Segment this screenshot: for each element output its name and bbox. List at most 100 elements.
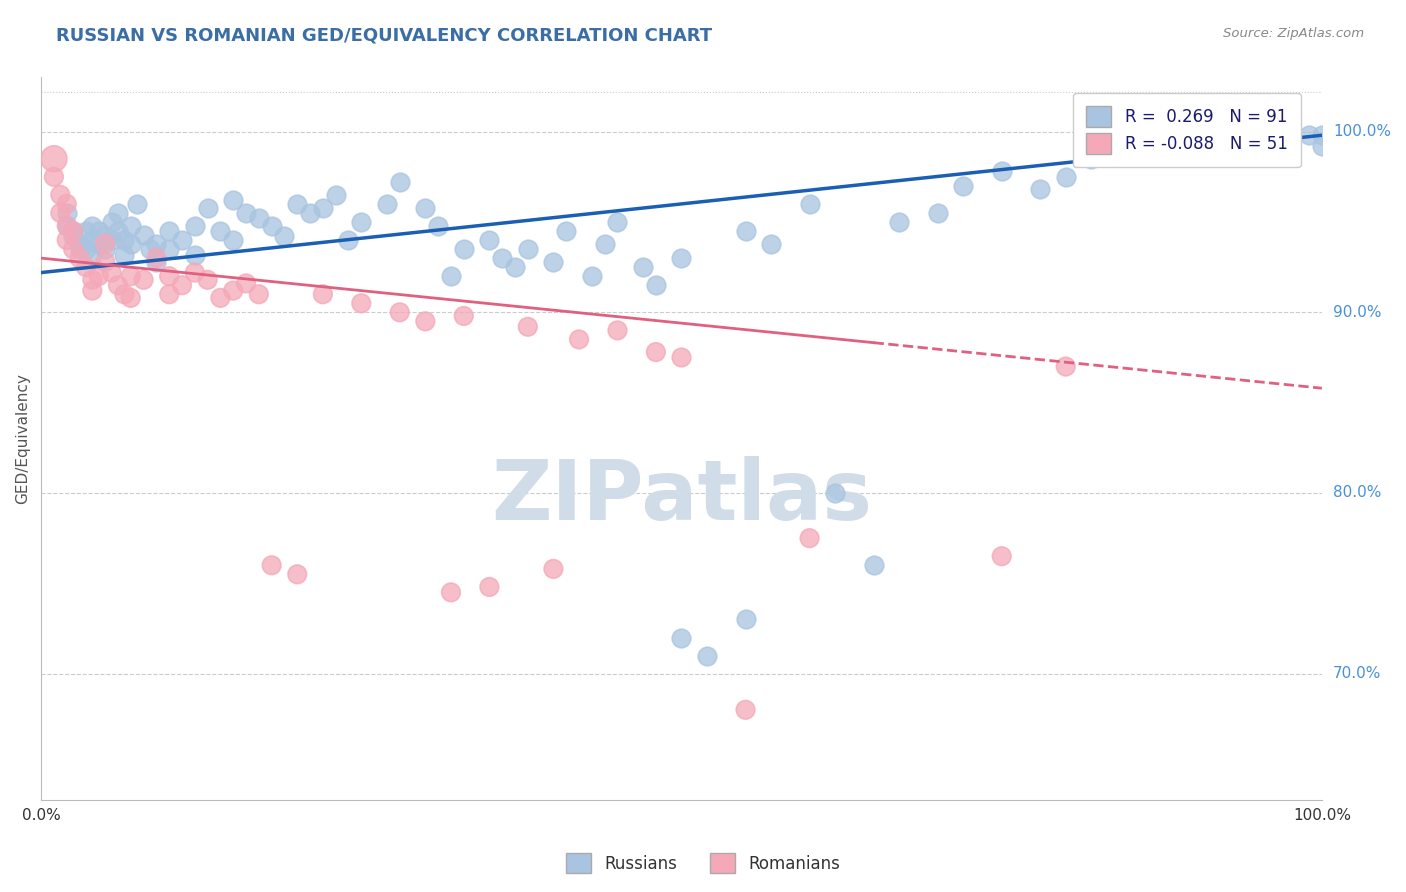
Point [87,236,110,251]
Point [581,269,603,284]
Point [696,648,718,663]
Point [799,197,821,211]
Point [388,305,411,319]
Point [75,260,97,274]
Text: 70.0%: 70.0% [1333,666,1381,681]
Text: Source: ZipAtlas.com: Source: ZipAtlas.com [1223,27,1364,40]
Point [49,206,72,220]
Point [671,251,693,265]
Point [862,558,884,573]
Point [145,236,167,251]
Point [82,247,104,261]
Point [889,215,911,229]
Point [222,194,245,208]
Point [94,236,117,251]
Point [49,187,72,202]
Point [75,242,97,256]
Point [55,233,77,247]
Point [75,224,97,238]
Point [120,269,142,284]
Point [157,242,180,256]
Point [1182,143,1205,157]
Point [127,197,149,211]
Point [145,254,167,268]
Point [799,531,821,545]
Point [170,278,193,293]
Point [824,486,846,500]
Point [157,287,180,301]
Point [671,631,693,645]
Point [427,219,450,233]
Point [120,291,142,305]
Point [759,236,782,251]
Point [606,215,628,229]
Point [112,233,135,247]
Point [503,260,526,274]
Point [132,273,155,287]
Point [440,269,463,284]
Point [87,269,110,284]
Point [734,703,756,717]
Point [285,197,308,211]
Point [139,242,162,256]
Point [453,309,475,323]
Point [337,233,360,247]
Point [55,197,77,211]
Point [62,229,84,244]
Point [235,206,257,220]
Point [1208,134,1230,148]
Point [100,215,122,229]
Point [107,206,129,220]
Text: 90.0%: 90.0% [1333,305,1382,320]
Point [120,219,142,233]
Point [100,266,122,280]
Point [644,278,666,293]
Point [184,247,207,261]
Point [197,201,219,215]
Point [197,273,219,287]
Point [350,215,373,229]
Point [222,284,245,298]
Point [82,219,104,233]
Point [555,224,578,238]
Point [312,287,335,301]
Point [107,278,129,293]
Point [568,333,591,347]
Point [516,242,538,256]
Point [1272,128,1295,143]
Point [543,254,565,268]
Legend: R =  0.269   N = 91, R = -0.088   N = 51: R = 0.269 N = 91, R = -0.088 N = 51 [1073,93,1301,167]
Point [209,224,232,238]
Point [94,229,117,244]
Point [644,345,666,359]
Point [1310,128,1333,143]
Point [543,562,565,576]
Point [1157,139,1180,153]
Point [388,175,411,189]
Point [990,549,1012,564]
Point [1054,359,1077,374]
Point [145,251,167,265]
Point [593,236,616,251]
Point [82,233,104,247]
Point [82,284,104,298]
Text: 100.0%: 100.0% [1333,124,1391,139]
Point [1247,128,1270,143]
Point [157,269,180,284]
Legend: Russians, Romanians: Russians, Romanians [565,853,841,873]
Point [415,314,437,328]
Y-axis label: GED/Equivalency: GED/Equivalency [15,374,30,504]
Point [100,233,122,247]
Point [107,224,129,238]
Point [247,287,270,301]
Point [222,233,245,247]
Point [42,169,65,184]
Point [94,254,117,268]
Point [62,224,84,238]
Point [671,351,693,365]
Point [112,287,135,301]
Point [1310,139,1333,153]
Point [325,187,347,202]
Point [273,229,295,244]
Point [120,236,142,251]
